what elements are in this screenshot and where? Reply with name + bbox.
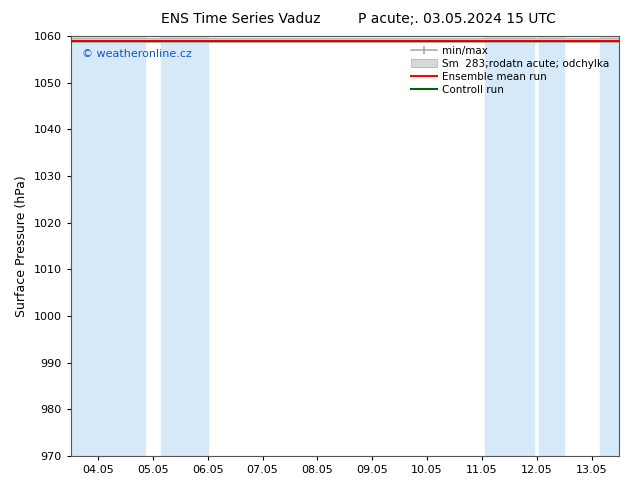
Bar [71,36,145,456]
Y-axis label: Surface Pressure (hPa): Surface Pressure (hPa) [15,175,28,317]
Bar [161,36,208,456]
Bar [484,36,534,456]
Text: P acute;. 03.05.2024 15 UTC: P acute;. 03.05.2024 15 UTC [358,12,555,26]
Text: © weatheronline.cz: © weatheronline.cz [82,49,191,59]
Text: ENS Time Series Vaduz: ENS Time Series Vaduz [161,12,321,26]
Bar [600,36,619,456]
Bar [540,36,564,456]
Legend: min/max, Sm  283;rodatn acute; odchylka, Ensemble mean run, Controll run: min/max, Sm 283;rodatn acute; odchylka, … [407,41,614,99]
